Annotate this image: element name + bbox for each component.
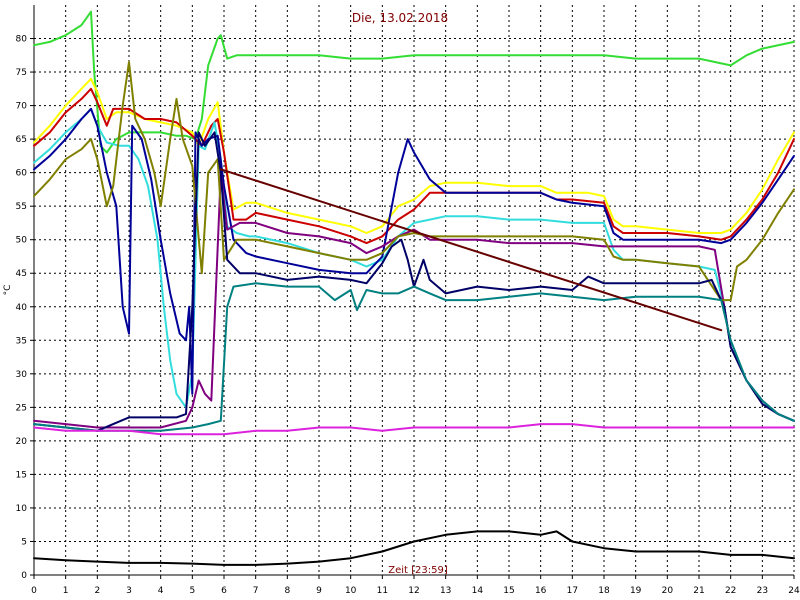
x-tick-label: 16 <box>535 586 547 596</box>
y-tick-label: 60 <box>16 169 28 179</box>
x-tick-label: 9 <box>316 586 322 596</box>
y-tick-label: 0 <box>21 571 27 581</box>
x-tick-label: 20 <box>662 586 674 596</box>
series-line-9 <box>33 282 795 432</box>
x-tick-label: 14 <box>472 586 484 596</box>
y-tick-label: 5 <box>21 537 27 547</box>
x-tick-label: 11 <box>377 586 388 596</box>
series-line-8 <box>33 131 795 432</box>
y-tick-label: 20 <box>16 437 28 447</box>
series-line-2 <box>33 77 795 234</box>
y-tick-label: 55 <box>16 202 27 212</box>
series-line-1 <box>33 10 795 154</box>
y-axis-label: °C <box>3 285 13 296</box>
y-tick-label: 70 <box>16 102 28 112</box>
y-tick-label: 75 <box>16 68 27 78</box>
series-line-7 <box>33 61 795 302</box>
y-tick-label: 80 <box>16 35 28 45</box>
series-line-6 <box>33 171 795 429</box>
x-tick-label: 1 <box>63 586 69 596</box>
x-tick-label: 7 <box>253 586 259 596</box>
x-tick-label: 15 <box>503 586 514 596</box>
x-tick-label: 0 <box>31 586 37 596</box>
x-tick-label: 23 <box>757 586 768 596</box>
series-line-3 <box>33 87 795 245</box>
y-tick-label: 65 <box>16 135 27 145</box>
x-tick-label: 6 <box>221 586 227 596</box>
x-tick-label: 24 <box>788 586 800 596</box>
x-tick-label: 19 <box>630 586 642 596</box>
x-tick-label: 5 <box>189 586 195 596</box>
y-tick-label: 45 <box>16 269 27 279</box>
x-tick-label: 21 <box>693 586 704 596</box>
y-tick-label: 50 <box>16 236 28 246</box>
y-tick-label: 30 <box>16 370 28 380</box>
series-line-10 <box>33 423 795 436</box>
series-line-12 <box>33 530 795 566</box>
x-tick-label: 13 <box>440 586 451 596</box>
y-tick-label: 25 <box>16 403 27 413</box>
x-tick-label: 3 <box>126 586 132 596</box>
x-tick-label: 10 <box>345 586 357 596</box>
y-tick-label: 40 <box>16 303 28 313</box>
x-axis-label: Zeit [23:59] <box>388 565 448 576</box>
y-tick-label: 10 <box>16 504 28 514</box>
series-group <box>33 10 795 566</box>
x-tick-label: 17 <box>567 586 578 596</box>
y-tick-label: 15 <box>16 470 27 480</box>
axes: 0 1 2 3 4 5 6 7 8 9 10 11 12 13 14 15 16 17 18 19 20 21 22 23 24… <box>16 5 800 596</box>
y-tick-label: 35 <box>16 336 27 346</box>
x-tick-label: 8 <box>284 586 290 596</box>
series-line-5 <box>33 107 795 395</box>
x-tick-label: 2 <box>94 586 100 596</box>
chart-title: Die, 13.02.2018 <box>352 11 448 25</box>
x-tick-label: 12 <box>408 586 419 596</box>
x-tick-label: 18 <box>598 586 610 596</box>
series-line-11 <box>219 168 723 332</box>
x-tick-label: 22 <box>725 586 736 596</box>
x-tick-label: 4 <box>158 586 164 596</box>
